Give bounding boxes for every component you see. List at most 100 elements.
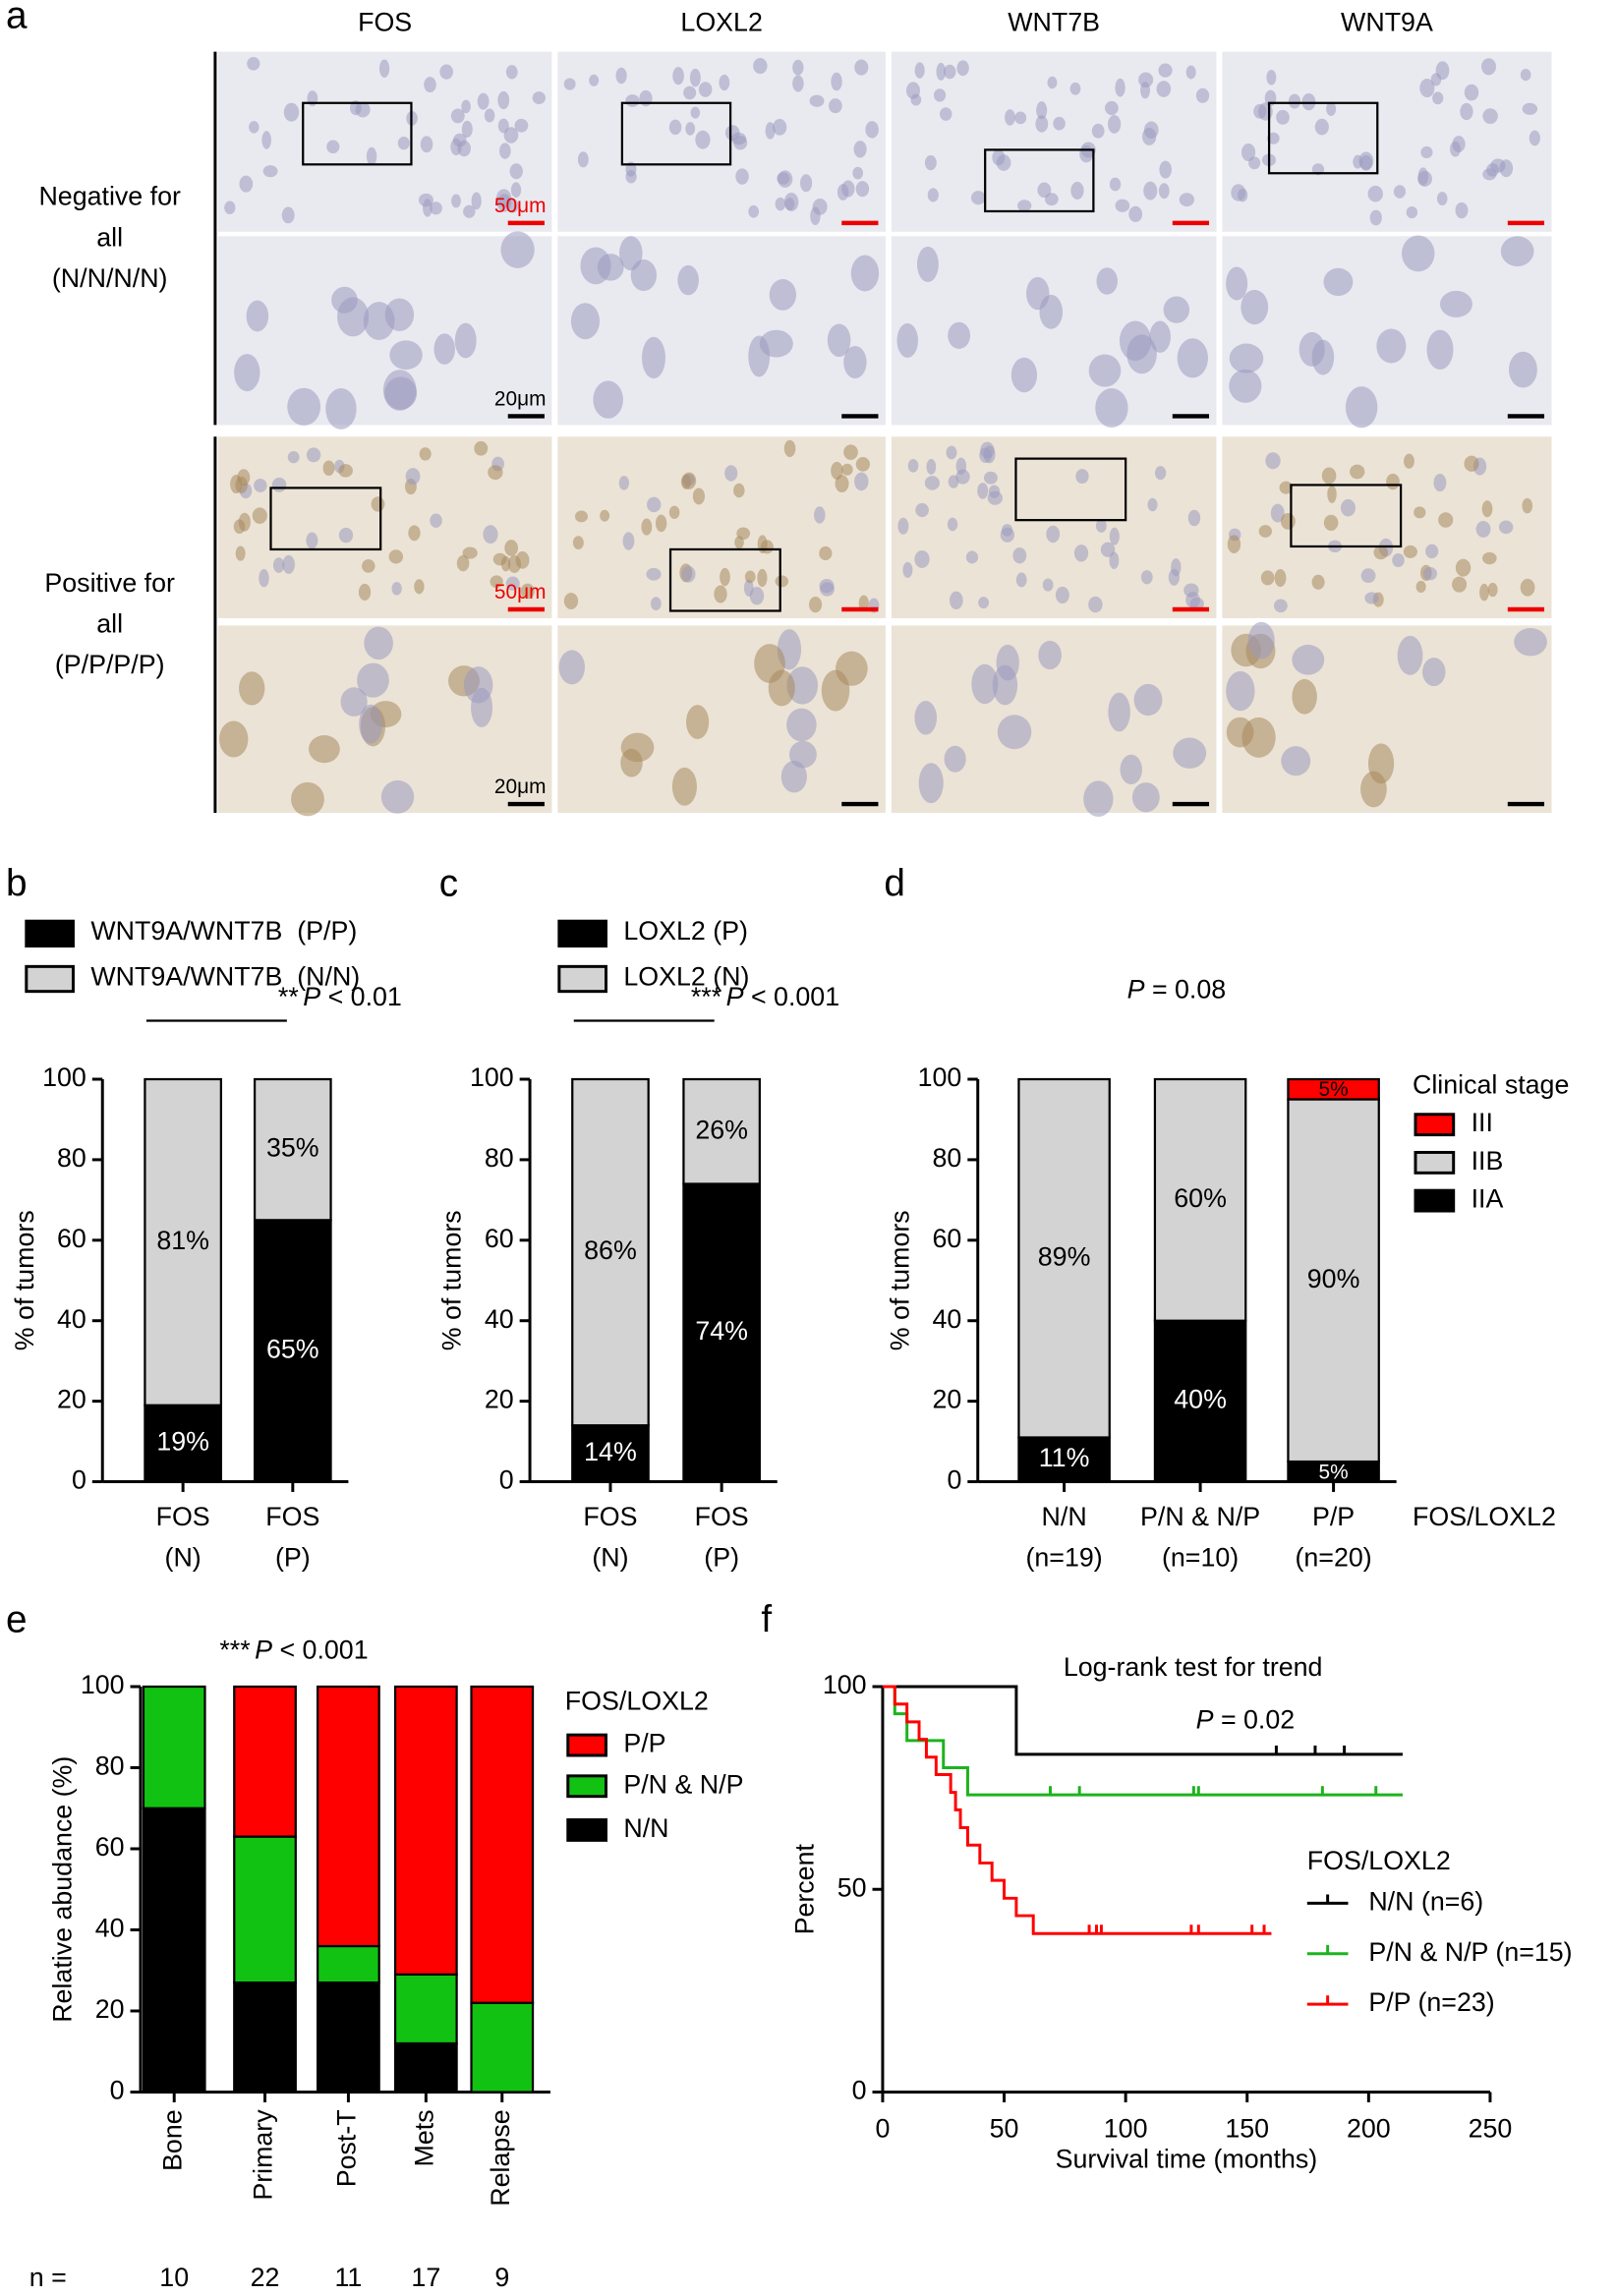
- nucleus: [668, 505, 680, 519]
- y-tick-label: 0: [852, 2076, 867, 2105]
- bar-segment: [1153, 1077, 1247, 1322]
- nucleus: [1358, 151, 1374, 171]
- bar-segment: [682, 1077, 761, 1185]
- nucleus: [748, 204, 760, 218]
- nucleus: [509, 163, 523, 180]
- nucleus: [405, 468, 421, 486]
- scale-bar-label: 50μm: [494, 195, 547, 217]
- micrograph: [1222, 625, 1552, 813]
- value-label: 14%: [584, 1437, 637, 1466]
- p-value: < 0.01: [328, 982, 402, 1011]
- bar-segment: [144, 1404, 222, 1483]
- x-tick-label: 250: [1469, 2113, 1513, 2143]
- nucleus: [641, 518, 653, 536]
- x-tick-label: N/N: [1042, 1502, 1087, 1531]
- nucleus: [924, 476, 940, 490]
- nucleus: [1158, 183, 1170, 200]
- nucleus: [484, 108, 495, 123]
- nucleus: [1100, 542, 1116, 557]
- nucleus: [1276, 109, 1290, 125]
- nucleus: [692, 488, 706, 505]
- legend-label: WNT9A/WNT7B (N/N): [90, 961, 360, 991]
- n-label: n =: [29, 2263, 67, 2292]
- legend-label: IIA: [1472, 1184, 1504, 1214]
- nucleus: [1195, 87, 1210, 103]
- nucleus: [1520, 578, 1535, 597]
- legend-title: Clinical stage: [1413, 1070, 1569, 1100]
- y-tick-label: 40: [933, 1304, 962, 1334]
- nucleus: [388, 549, 404, 564]
- annotation: *** P < 0.001: [691, 982, 839, 1011]
- x-tick-label: P/N & N/P: [1140, 1502, 1260, 1531]
- nucleus: [792, 75, 804, 92]
- nucleus: [1422, 566, 1438, 581]
- nucleus: [1070, 181, 1084, 200]
- nucleus: [600, 509, 610, 522]
- nucleus: [853, 141, 867, 158]
- nucleus: [1115, 78, 1125, 97]
- nucleus: [827, 323, 851, 358]
- legend-label: WNT9A/WNT7B (P/P): [90, 916, 357, 946]
- nucleus: [239, 175, 254, 193]
- bar-segment: [317, 1944, 380, 1984]
- nucleus: [743, 579, 754, 597]
- y-tick-label: 80: [57, 1143, 87, 1173]
- nucleus: [1406, 206, 1418, 219]
- survival-curve: [882, 1685, 1403, 1756]
- y-tick-label: 60: [57, 1224, 87, 1253]
- nucleus: [843, 444, 858, 460]
- nucleus: [1464, 455, 1479, 472]
- n-value: 11: [334, 2263, 362, 2292]
- nucleus: [1273, 599, 1288, 613]
- bar-segment: [1017, 1436, 1111, 1483]
- nucleus: [515, 551, 530, 569]
- nucleus: [451, 194, 461, 208]
- nucleus: [788, 740, 817, 769]
- nucleus: [520, 583, 535, 600]
- value-label: 86%: [584, 1235, 637, 1265]
- nucleus: [1386, 473, 1400, 490]
- nucleus: [936, 62, 947, 81]
- nucleus: [775, 197, 786, 211]
- nucleus: [1095, 388, 1128, 429]
- nucleus: [855, 457, 871, 472]
- nucleus: [735, 168, 749, 185]
- x-tick-label: Primary: [249, 2109, 278, 2201]
- nucleus: [271, 477, 287, 492]
- nucleus: [736, 527, 751, 541]
- nucleus: [810, 206, 821, 226]
- y-axis-label: % of tumors: [437, 1210, 467, 1350]
- y-tick-label: 100: [918, 1062, 962, 1092]
- value-label: 26%: [695, 1115, 748, 1144]
- scale-bar-label: 50μm: [494, 581, 547, 603]
- nucleus: [915, 502, 929, 518]
- nucleus: [841, 463, 853, 476]
- nucleus: [719, 74, 730, 91]
- chart-title: Log-rank test for trend: [1064, 1652, 1323, 1682]
- nucleus: [1163, 296, 1190, 323]
- nucleus: [357, 662, 389, 698]
- nucleus: [1104, 100, 1119, 116]
- row-label: Negative for: [38, 182, 181, 211]
- nucleus: [306, 447, 321, 463]
- y-tick-label: 0: [110, 2076, 125, 2105]
- nucleus: [786, 708, 817, 742]
- nucleus: [733, 483, 745, 498]
- nucleus: [1053, 116, 1066, 131]
- nucleus: [1088, 354, 1122, 387]
- nucleus: [940, 107, 952, 121]
- nucleus: [1073, 545, 1089, 562]
- nucleus: [580, 247, 611, 285]
- nucleus: [283, 102, 300, 122]
- nucleus: [254, 479, 267, 492]
- nucleus: [322, 460, 335, 476]
- nucleus: [947, 517, 958, 532]
- column-label: LOXL2: [680, 7, 762, 36]
- bar-segment: [142, 1807, 206, 2094]
- nucleus: [1075, 469, 1089, 485]
- nucleus: [1414, 506, 1426, 519]
- nucleus: [1226, 670, 1255, 712]
- nucleus: [234, 354, 260, 392]
- nucleus: [259, 569, 269, 588]
